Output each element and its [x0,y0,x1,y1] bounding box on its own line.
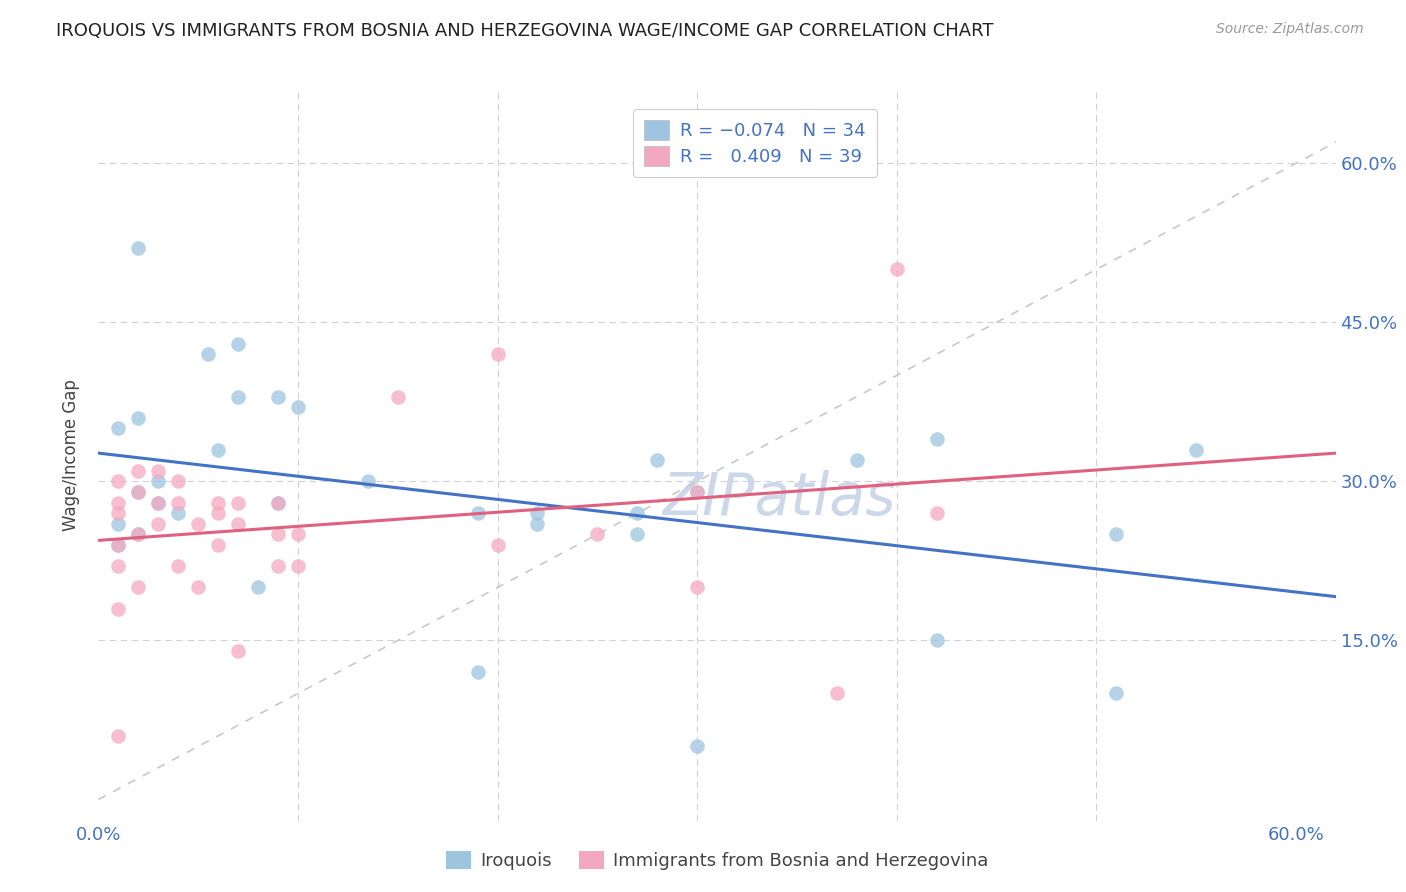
Point [127,485,149,500]
Point [107,601,129,615]
Text: ZIPatlas: ZIPatlas [662,470,896,527]
Point [107,559,129,574]
Point [925,633,948,648]
Point [127,241,149,255]
Point [107,495,129,509]
Point [207,495,229,509]
Point [267,559,290,574]
Point [1185,442,1208,457]
Point [226,516,249,531]
Point [645,453,668,467]
Point [886,262,908,277]
Point [207,506,229,520]
Point [686,485,709,500]
Point [107,538,129,552]
Point [207,442,229,457]
Point [287,527,309,541]
Point [148,495,170,509]
Point [267,495,290,509]
Point [267,527,290,541]
Point [1105,527,1128,541]
Point [187,516,209,531]
Point [825,686,848,700]
Point [287,559,309,574]
Point [107,729,129,743]
Point [107,538,129,552]
Point [247,581,270,595]
Point [197,347,219,361]
Point [526,516,548,531]
Point [387,390,409,404]
Point [127,527,149,541]
Point [226,644,249,658]
Point [226,390,249,404]
Point [107,506,129,520]
Point [167,506,190,520]
Point [267,495,290,509]
Point [686,581,709,595]
Legend: Iroquois, Immigrants from Bosnia and Herzegovina: Iroquois, Immigrants from Bosnia and Her… [439,844,995,878]
Point [207,538,229,552]
Text: IROQUOIS VS IMMIGRANTS FROM BOSNIA AND HERZEGOVINA WAGE/INCOME GAP CORRELATION C: IROQUOIS VS IMMIGRANTS FROM BOSNIA AND H… [56,22,994,40]
Point [148,516,170,531]
Point [467,506,489,520]
Point [686,485,709,500]
Point [167,495,190,509]
Point [267,390,290,404]
Point [226,336,249,351]
Point [107,421,129,435]
Text: Source: ZipAtlas.com: Source: ZipAtlas.com [1216,22,1364,37]
Point [226,495,249,509]
Point [287,401,309,415]
Point [127,410,149,425]
Point [127,581,149,595]
Point [167,559,190,574]
Point [1105,686,1128,700]
Point [467,665,489,680]
Point [626,527,648,541]
Point [167,475,190,489]
Point [107,475,129,489]
Point [925,506,948,520]
Point [586,527,609,541]
Point [357,475,380,489]
Point [626,506,648,520]
Point [148,464,170,478]
Point [187,581,209,595]
Point [925,432,948,446]
Point [486,538,509,552]
Point [526,506,548,520]
Point [107,516,129,531]
Point [148,475,170,489]
Point [127,485,149,500]
Point [845,453,868,467]
Point [148,495,170,509]
Point [486,347,509,361]
Y-axis label: Wage/Income Gap: Wage/Income Gap [62,379,80,531]
Point [127,527,149,541]
Point [127,464,149,478]
Point [686,739,709,754]
